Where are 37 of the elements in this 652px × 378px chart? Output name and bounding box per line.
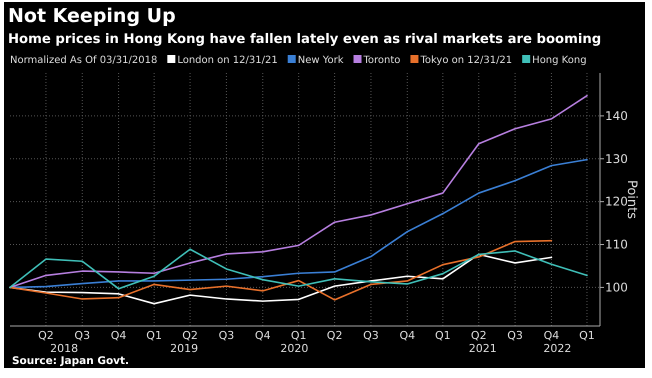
x-tick-label: Q1 [579, 329, 595, 342]
x-tick-label: Q3 [507, 329, 523, 342]
x-tick-label: Q3 [218, 329, 234, 342]
legend-title: Normalized As Of 03/31/2018 [10, 55, 158, 66]
x-tick-label: Q1 [434, 329, 451, 342]
legend-label: Toronto [362, 55, 400, 66]
x-tick-label: Q4 [254, 329, 271, 342]
x-tick-label: Q4 [110, 329, 126, 342]
y-tick-label: 130 [605, 152, 628, 166]
x-tick-label: Q3 [363, 329, 379, 342]
x-tick-label: Q2 [38, 329, 54, 342]
y-tick-label: 110 [605, 238, 628, 252]
x-tick-label: Q4 [399, 329, 416, 342]
line-series [9, 248, 588, 290]
legend-label: Tokyo on 12/31/21 [419, 55, 512, 66]
line-series [9, 94, 588, 288]
legend-label: Hong Kong [532, 55, 587, 66]
y-tick-label: 140 [605, 108, 628, 123]
x-tick-label: Q1 [146, 329, 162, 342]
x2-tick-label: 2019 [170, 342, 198, 355]
x-tick-label: Q2 [182, 329, 198, 342]
x-tick-label: Q2 [326, 329, 342, 342]
legend-label: London on 12/31/21 [177, 55, 278, 66]
x2-tick-label: 2021 [468, 342, 497, 355]
x2-tick-label: 2018 [50, 342, 78, 355]
x-tick-label: Q3 [74, 329, 90, 342]
chart-subtitle: Home prices in Hong Kong have fallen lately even as rival markets are booming [8, 32, 602, 47]
source-note: Source: Japan Govt. [12, 355, 130, 367]
x2-tick-label: 2022 [543, 342, 572, 355]
x-tick-label: Q4 [544, 329, 560, 342]
x2-tick-label: 2020 [280, 342, 308, 355]
x-tick-label: Q1 [290, 329, 307, 342]
line-series [9, 240, 552, 301]
y-tick-label: 100 [605, 280, 628, 294]
x-tick-label: Q2 [470, 329, 487, 342]
legend-label: New York [298, 55, 344, 66]
chart-title: Not Keeping Up [8, 5, 176, 27]
